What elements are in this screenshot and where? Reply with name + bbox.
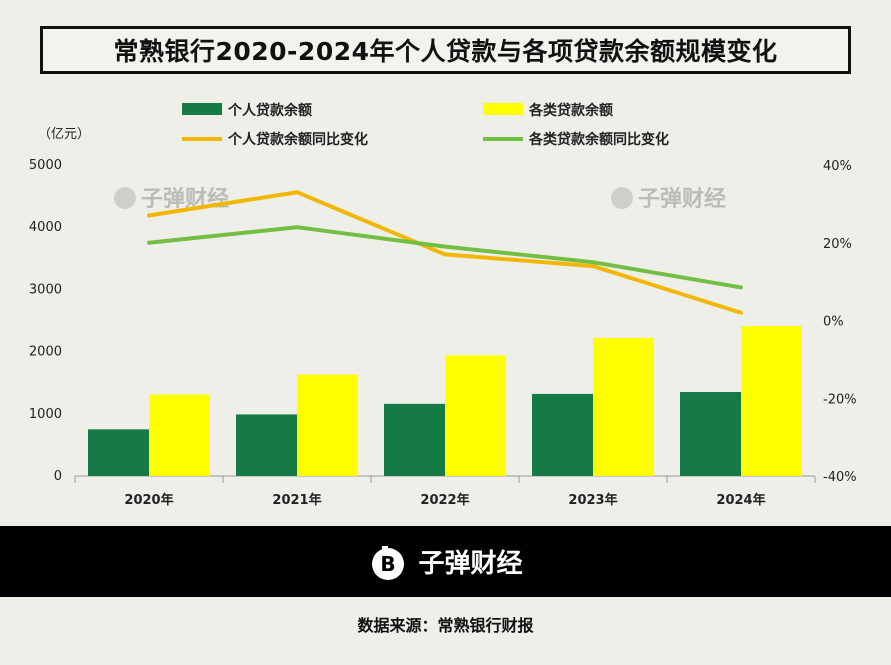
y-left-tick-label: 0 (54, 469, 62, 484)
bar-personal-loans (680, 392, 741, 476)
y-right-tick-label: -20% (823, 392, 857, 407)
watermark-text: 子弹财经 (141, 186, 229, 212)
y-right-tick-label: 40% (823, 159, 852, 174)
legend-swatch (483, 103, 523, 115)
x-tick-label: 2021年 (272, 492, 321, 508)
x-tick-label: 2023年 (568, 492, 617, 508)
data-source: 数据来源：常熟银行财报 (357, 616, 534, 635)
bar-personal-loans (384, 403, 445, 476)
legend-label: 各类贷款余额同比变化 (528, 131, 669, 148)
x-tick-label: 2022年 (420, 492, 469, 508)
watermark-logo-icon (611, 187, 633, 209)
legend-label: 个人贷款余额同比变化 (227, 131, 368, 148)
y-left-tick-label: 3000 (29, 282, 62, 297)
line-total-yoy (147, 225, 743, 290)
bar-total-loans (297, 374, 358, 476)
bar-total-loans (149, 394, 210, 476)
y-left-tick-label: 1000 (29, 407, 62, 422)
bar-personal-loans (88, 429, 149, 476)
chart-title-box: 常熟银行2020-2024年个人贷款与各项贷款余额规模变化 (40, 26, 851, 74)
svg-text:B: B (381, 552, 396, 576)
bar-personal-loans (532, 393, 593, 476)
x-tick-label: 2024年 (716, 492, 765, 508)
y-left-tick-label: 4000 (29, 220, 62, 235)
bar-total-loans (445, 355, 506, 476)
footer-band: B 子弹财经 (0, 526, 891, 597)
legend-swatch (182, 103, 222, 115)
chart-title: 常熟银行2020-2024年个人贷款与各项贷款余额规模变化 (113, 37, 778, 66)
y-left-tick-label: 2000 (29, 345, 62, 360)
y-right-tick-label: 0% (823, 315, 844, 330)
x-tick-label: 2020年 (124, 492, 173, 508)
bar-total-loans (593, 337, 654, 476)
watermark-logo-icon (114, 187, 136, 209)
y-right-tick-label: 20% (823, 237, 852, 252)
footer-brand: 子弹财经 (418, 549, 523, 579)
legend-label: 个人贷款余额 (227, 102, 312, 119)
watermark-text: 子弹财经 (638, 186, 726, 212)
bar-total-loans (741, 326, 802, 476)
bullet-logo-icon: B (372, 545, 405, 580)
bar-personal-loans (236, 414, 297, 476)
y-left-unit-label: （亿元） (38, 127, 90, 142)
chart-svg: 子弹财经子弹财经子弹财经010002000300040005000（亿元）-40… (29, 102, 857, 508)
legend-label: 各类贷款余额 (528, 102, 613, 119)
y-left-tick-label: 5000 (29, 158, 62, 173)
line-personal-yoy (147, 190, 743, 315)
y-right-tick-label: -40% (823, 470, 857, 485)
